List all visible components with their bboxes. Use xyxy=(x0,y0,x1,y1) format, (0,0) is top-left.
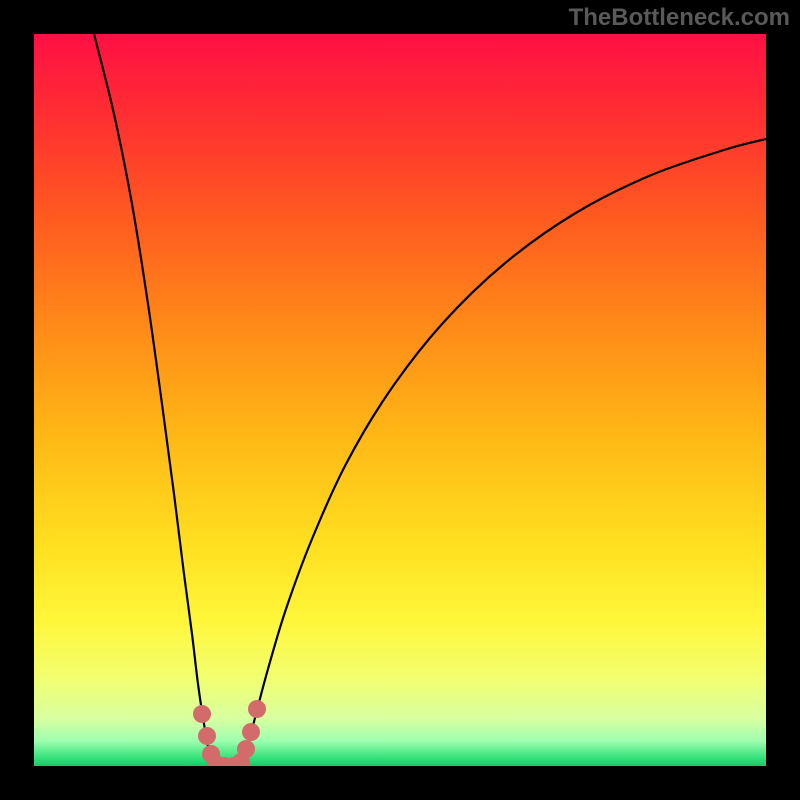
marker-dot xyxy=(237,740,255,758)
gradient-background xyxy=(34,34,766,766)
marker-dot xyxy=(198,727,216,745)
plot-svg xyxy=(34,34,766,766)
watermark-text: TheBottleneck.com xyxy=(569,4,790,32)
plot-area xyxy=(34,34,766,766)
marker-dot xyxy=(248,700,266,718)
marker-dot xyxy=(193,705,211,723)
marker-dot xyxy=(242,723,260,741)
chart-container: TheBottleneck.com xyxy=(0,0,800,800)
